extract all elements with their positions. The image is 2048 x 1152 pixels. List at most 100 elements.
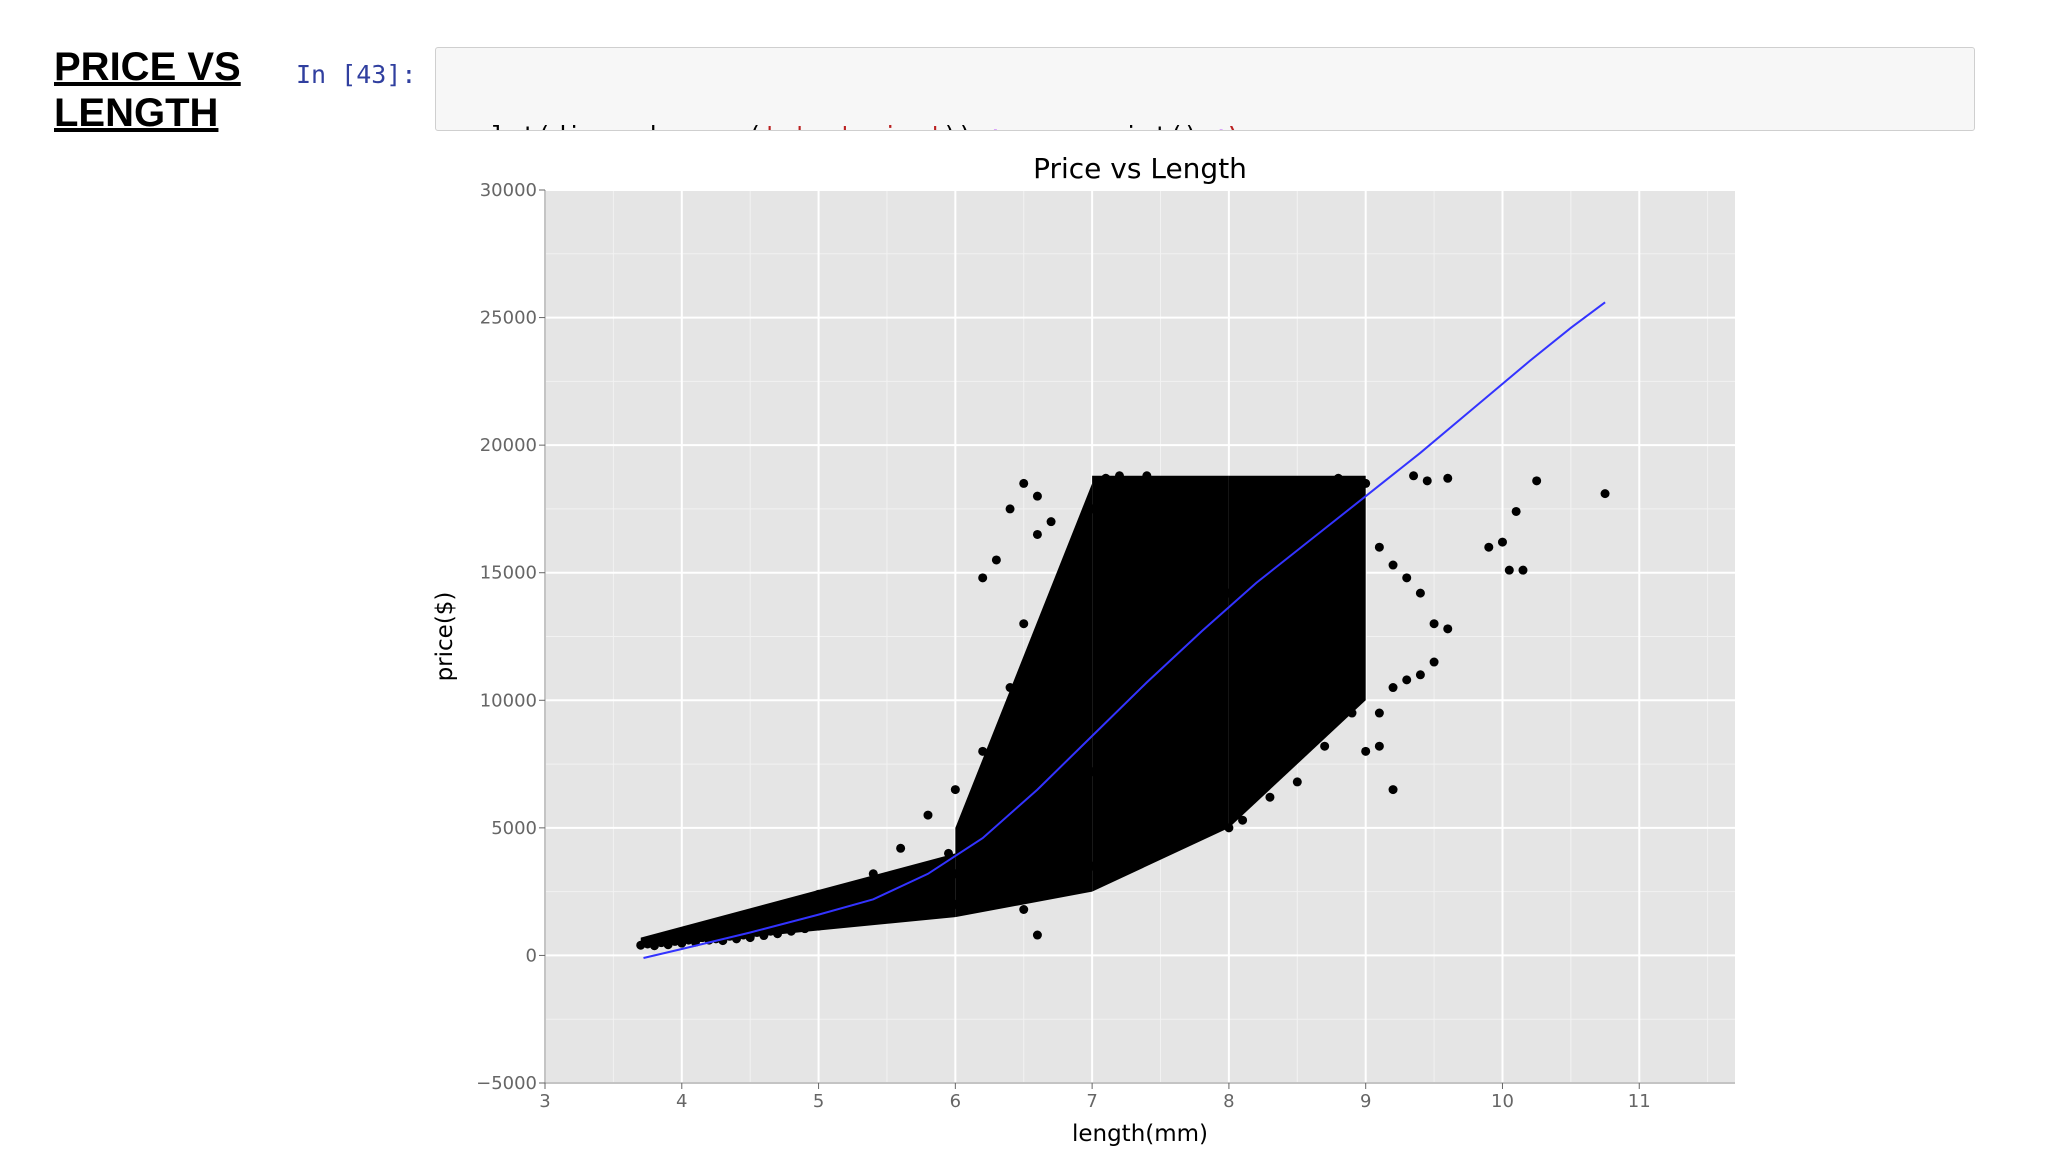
data-point-108	[1019, 905, 1029, 915]
data-point-114	[1101, 853, 1111, 863]
data-point-119	[1169, 797, 1179, 807]
data-point-137	[1402, 675, 1412, 685]
data-point-80	[991, 861, 1001, 871]
data-point-96	[1210, 606, 1220, 616]
data-point-56	[950, 785, 960, 795]
data-point-117	[1142, 823, 1152, 833]
data-points	[636, 471, 1610, 951]
data-point-126	[1292, 777, 1302, 787]
data-point-40	[909, 892, 919, 902]
data-point-127	[1320, 741, 1330, 751]
code-line-1-token-1: 'x'	[762, 121, 807, 130]
data-point-113	[1087, 861, 1097, 871]
data-point-51	[814, 889, 824, 899]
data-point-151	[1600, 489, 1610, 499]
data-point-68	[1046, 708, 1056, 718]
data-point-86	[1073, 785, 1083, 795]
data-point-0	[636, 940, 646, 950]
data-point-123	[1224, 823, 1234, 833]
data-point-16	[745, 933, 755, 943]
data-point-135	[1429, 657, 1439, 667]
data-point-82	[1019, 836, 1029, 846]
data-point-62	[1019, 478, 1029, 488]
data-point-61	[1005, 504, 1015, 514]
x-axis-title: length(mm)	[1072, 1121, 1208, 1147]
data-point-66	[978, 573, 988, 583]
data-point-143	[1409, 471, 1419, 481]
data-point-31	[848, 905, 858, 915]
data-point-49	[759, 905, 769, 915]
data-point-48	[731, 917, 741, 927]
data-point-23	[793, 920, 803, 930]
data-point-125	[1265, 792, 1275, 802]
y-tick-label-5: 20000	[480, 435, 537, 456]
data-point-20	[773, 929, 783, 939]
data-point-118	[1156, 810, 1166, 820]
data-point-19	[766, 926, 776, 936]
data-point-18	[759, 931, 769, 941]
data-point-32	[855, 911, 865, 921]
data-point-30	[841, 915, 851, 925]
data-point-109	[1032, 930, 1042, 940]
data-point-115	[1114, 843, 1124, 853]
data-point-22	[786, 926, 796, 936]
x-tick-label-8: 11	[1628, 1091, 1651, 1112]
slide-title: PRICE VS LENGTH	[54, 44, 241, 136]
data-point-98	[1238, 568, 1248, 578]
data-point-116	[1128, 836, 1138, 846]
data-point-83	[1032, 823, 1042, 833]
data-point-88	[1101, 751, 1111, 761]
code-line-1-token-0: ggplot(diamonds, aes(	[446, 121, 762, 130]
y-tick-label-0: −5000	[476, 1073, 537, 1094]
dense-region-1	[955, 483, 1093, 918]
data-point-150	[1532, 476, 1542, 486]
y-axis: −5000 0 5000 10000 15000 20000 25000 30000	[476, 180, 546, 1094]
data-point-101	[1279, 512, 1289, 522]
data-point-79	[978, 874, 988, 884]
code-line-1: ggplot(diamonds, aes('x', 'price')) + ge…	[446, 120, 1964, 130]
data-point-36	[882, 902, 892, 912]
data-point-145	[1443, 473, 1453, 483]
data-point-26	[814, 921, 824, 931]
data-point-46	[950, 869, 960, 879]
x-tick-label-0: 3	[539, 1091, 550, 1112]
data-point-71	[1087, 504, 1097, 514]
data-point-25	[807, 917, 817, 927]
data-point-131	[1402, 573, 1412, 583]
x-axis: 3 4 5 6 7 8 9 10 11	[539, 1082, 1735, 1112]
code-line-1-token-2: ,	[807, 121, 837, 130]
data-point-99	[1251, 547, 1261, 557]
data-point-6	[677, 938, 687, 948]
data-point-2	[649, 941, 659, 951]
dense-region-3	[1228, 475, 1366, 828]
data-point-105	[1333, 473, 1343, 483]
data-point-144	[1422, 476, 1432, 486]
data-point-58	[1005, 683, 1015, 693]
data-point-55	[923, 810, 933, 820]
data-point-149	[1518, 565, 1528, 575]
x-tick-label-1: 4	[676, 1091, 687, 1112]
data-point-5	[670, 936, 680, 946]
y-tick-label-3: 10000	[480, 690, 537, 711]
data-point-34	[868, 907, 878, 917]
data-point-132	[1415, 588, 1425, 598]
data-point-142	[1388, 785, 1398, 795]
data-point-141	[1374, 741, 1384, 751]
data-point-76	[1156, 478, 1166, 488]
data-point-93	[1169, 665, 1179, 675]
data-point-7	[684, 935, 694, 945]
code-cell-editor[interactable]: ggplot(diamonds, aes('x', 'price')) + ge…	[435, 47, 1975, 131]
data-point-85	[1060, 797, 1070, 807]
data-point-4	[663, 940, 673, 950]
data-point-121	[1197, 759, 1207, 769]
data-point-27	[820, 913, 830, 923]
data-point-59	[1019, 619, 1029, 629]
data-point-73	[1114, 471, 1124, 481]
y-tick-label-1: 0	[526, 945, 537, 966]
data-point-78	[964, 884, 974, 894]
data-point-136	[1415, 670, 1425, 680]
data-point-152	[1484, 542, 1494, 552]
code-line-1-token-3: 'price'	[837, 121, 942, 130]
scatter-chart: Price vs Length −5000 0 5000 10000 15000 2000…	[432, 152, 1735, 1147]
data-point-53	[868, 869, 878, 879]
